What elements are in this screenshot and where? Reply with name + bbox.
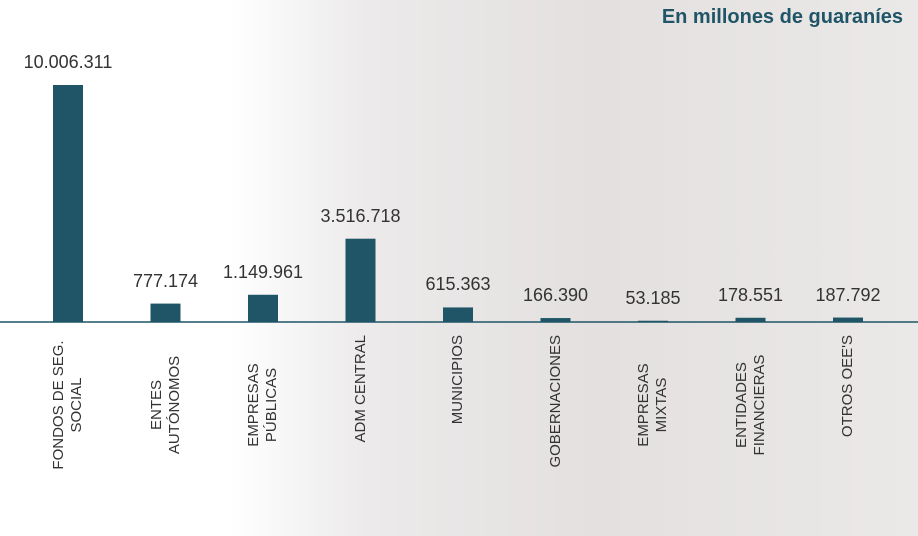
x-tick-text: ENTIDADES FINANCIERAS [733,335,769,475]
x-tick-label: ENTIDADES FINANCIERAS [731,335,771,535]
x-tick-text: EMPRESAS PÚBLICAS [245,335,281,475]
x-tick-label: GOBERNACIONES [536,335,576,535]
chart: En millones de guaraníes 10.006.311FONDO… [0,0,918,536]
bar [151,304,181,322]
x-tick-text: OTROS OEE'S [839,335,857,437]
bar [346,239,376,322]
data-label: 53.185 [625,288,680,309]
data-label: 178.551 [718,285,783,306]
x-tick-label: EMPRESAS PÚBLICAS [243,335,283,535]
data-label: 3.516.718 [320,206,400,227]
data-label: 615.363 [425,274,490,295]
data-label: 777.174 [133,271,198,292]
x-tick-text: MUNICIPIOS [449,335,467,424]
x-tick-label: EMPRESAS MIXTAS [633,335,673,535]
x-tick-text: ADM CENTRAL [352,335,370,443]
x-tick-label: MUNICIPIOS [438,335,478,535]
x-tick-label: FONDOS DE SEG. SOCIAL [48,335,88,535]
data-label: 187.792 [815,285,880,306]
bar [443,307,473,322]
x-tick-text: ENTES AUTÓNOMOS [148,335,184,475]
data-label: 10.006.311 [24,52,113,73]
x-tick-label: ENTES AUTÓNOMOS [146,335,186,535]
bar [248,295,278,322]
x-tick-text: EMPRESAS MIXTAS [635,335,671,475]
data-label: 166.390 [523,285,588,306]
bar [53,85,83,322]
data-label: 1.149.961 [223,262,303,283]
x-tick-label: OTROS OEE'S [828,335,868,535]
x-tick-label: ADM CENTRAL [341,335,381,535]
x-tick-text: FONDOS DE SEG. SOCIAL [50,335,86,475]
x-tick-text: GOBERNACIONES [547,335,565,468]
